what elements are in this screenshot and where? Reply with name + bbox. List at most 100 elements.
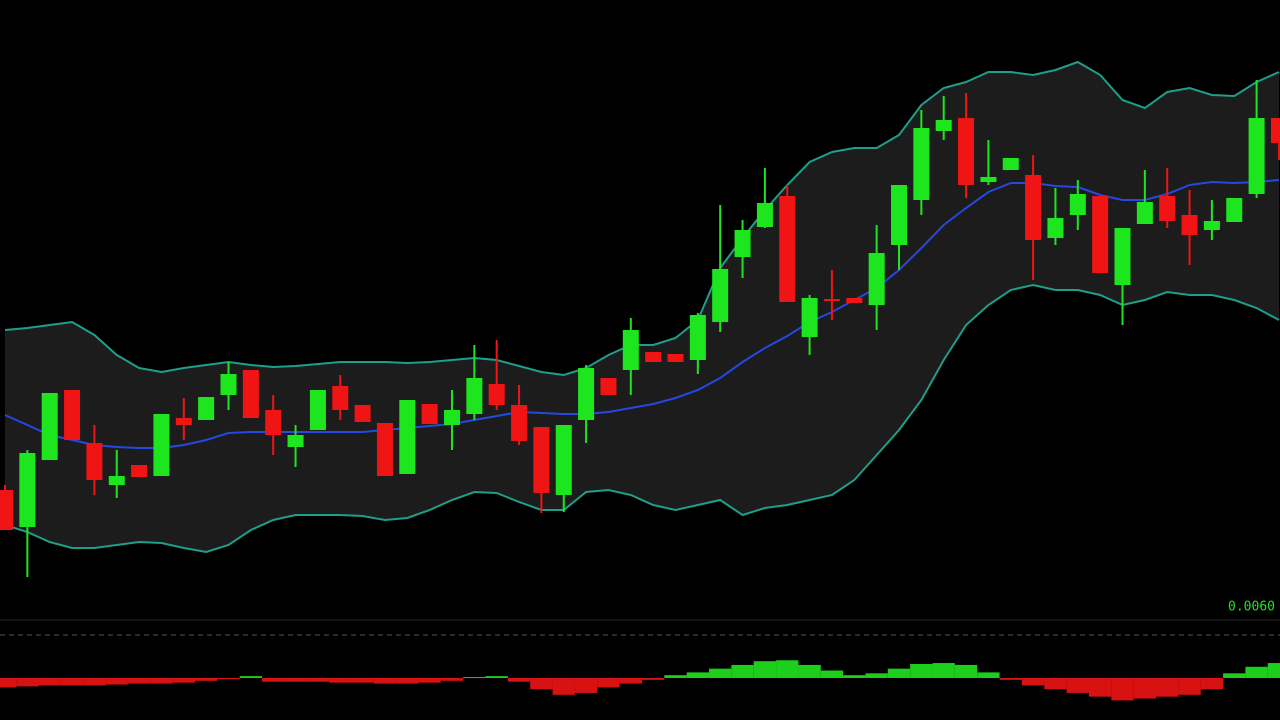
candle-body bbox=[1226, 198, 1243, 222]
candle-body bbox=[1114, 228, 1131, 285]
candle-body bbox=[332, 386, 349, 410]
oscillator-bar bbox=[1245, 666, 1268, 678]
oscillator-bar bbox=[887, 668, 911, 678]
oscillator-pane bbox=[0, 660, 1280, 701]
candle-body bbox=[1136, 202, 1153, 224]
candle-body bbox=[1092, 196, 1109, 273]
candle-body bbox=[108, 476, 125, 485]
candle-body bbox=[19, 453, 36, 527]
candle-body bbox=[868, 253, 885, 305]
indicator-value: 0.0060 bbox=[1228, 600, 1275, 615]
candle-body bbox=[399, 400, 416, 474]
candle-body bbox=[466, 378, 483, 414]
oscillator-bar bbox=[574, 678, 598, 693]
oscillator-bar bbox=[1267, 663, 1280, 678]
candle-body bbox=[1069, 194, 1086, 215]
oscillator-bar bbox=[351, 678, 374, 683]
candle-body bbox=[354, 405, 371, 422]
oscillator-bar bbox=[776, 660, 799, 678]
candle-body bbox=[309, 390, 326, 430]
upper-band bbox=[4, 60, 1280, 377]
oscillator-bar bbox=[284, 678, 307, 682]
oscillator-bar bbox=[0, 678, 17, 688]
candle-body bbox=[1159, 196, 1176, 221]
oscillator-bar bbox=[1178, 678, 1201, 695]
oscillator-bar bbox=[597, 678, 620, 688]
oscillator-bar bbox=[619, 678, 642, 684]
oscillator-bar bbox=[1066, 678, 1089, 693]
oscillator-bar bbox=[530, 678, 553, 690]
candle-body bbox=[1203, 221, 1220, 230]
oscillator-bar bbox=[664, 675, 687, 678]
candle-body bbox=[198, 397, 215, 420]
candle-body bbox=[242, 370, 259, 418]
oscillator-bar bbox=[83, 678, 106, 686]
oscillator-bar bbox=[306, 678, 330, 682]
candle-body bbox=[1025, 175, 1042, 240]
candle-body bbox=[801, 298, 818, 337]
oscillator-bar bbox=[731, 664, 754, 678]
candle-body bbox=[689, 315, 706, 360]
oscillator-bar bbox=[932, 663, 955, 678]
oscillator-bar bbox=[418, 678, 441, 683]
oscillator-bar bbox=[798, 664, 821, 678]
candle-body bbox=[376, 423, 393, 476]
oscillator-bar bbox=[820, 670, 844, 678]
candle-body bbox=[667, 354, 684, 362]
oscillator-bar bbox=[865, 673, 888, 678]
oscillator-bar bbox=[373, 678, 397, 684]
oscillator-bar bbox=[1200, 678, 1224, 690]
candle-body bbox=[0, 490, 13, 530]
oscillator-bar bbox=[910, 664, 933, 678]
oscillator-bar bbox=[507, 678, 531, 682]
oscillator-bar bbox=[709, 668, 732, 678]
candle-body bbox=[175, 418, 192, 425]
candle-body bbox=[1248, 118, 1265, 194]
candle-body bbox=[756, 203, 773, 227]
oscillator-bar bbox=[105, 678, 128, 685]
oscillator-bar bbox=[60, 678, 84, 686]
oscillator-bar bbox=[1133, 678, 1157, 699]
oscillator-bar bbox=[686, 672, 710, 678]
candle-body bbox=[913, 128, 930, 200]
oscillator-bar bbox=[1021, 678, 1045, 686]
oscillator-bar bbox=[1156, 678, 1179, 697]
oscillator-bar bbox=[239, 676, 263, 678]
candle-body bbox=[712, 269, 729, 322]
candle-body bbox=[287, 435, 304, 447]
oscillator-bar bbox=[485, 676, 508, 678]
candle-body bbox=[64, 390, 81, 440]
candle-body bbox=[555, 425, 572, 495]
candle-body bbox=[153, 414, 170, 476]
candle-body bbox=[1047, 218, 1064, 238]
oscillator-bar bbox=[262, 678, 285, 682]
oscillator-bar bbox=[1088, 678, 1112, 697]
oscillator-bar bbox=[217, 678, 240, 679]
oscillator-bar bbox=[1044, 678, 1067, 690]
oscillator-bar bbox=[396, 678, 419, 684]
oscillator-bar bbox=[753, 661, 777, 678]
oscillator-bar bbox=[552, 678, 575, 695]
candle-body bbox=[131, 465, 148, 477]
oscillator-bar bbox=[440, 678, 464, 681]
lower-band bbox=[4, 283, 1280, 554]
candle-body bbox=[846, 298, 863, 303]
candle-body bbox=[980, 177, 997, 182]
oscillator-bar bbox=[329, 678, 352, 683]
oscillator-bar bbox=[999, 678, 1022, 680]
oscillator-bar bbox=[194, 678, 218, 681]
candle-body bbox=[1002, 158, 1019, 170]
candle-body bbox=[488, 384, 505, 405]
oscillator-bar bbox=[127, 678, 151, 684]
oscillator-bar bbox=[843, 675, 866, 678]
candle-body bbox=[533, 427, 550, 493]
oscillator-bar bbox=[954, 664, 978, 678]
oscillator-bar bbox=[38, 678, 61, 686]
candle-body bbox=[511, 405, 528, 441]
candle-body bbox=[41, 393, 58, 460]
oscillator-bar bbox=[641, 678, 665, 680]
candle-body bbox=[444, 410, 460, 425]
candle-body bbox=[421, 404, 438, 424]
candle-body bbox=[1181, 215, 1198, 235]
